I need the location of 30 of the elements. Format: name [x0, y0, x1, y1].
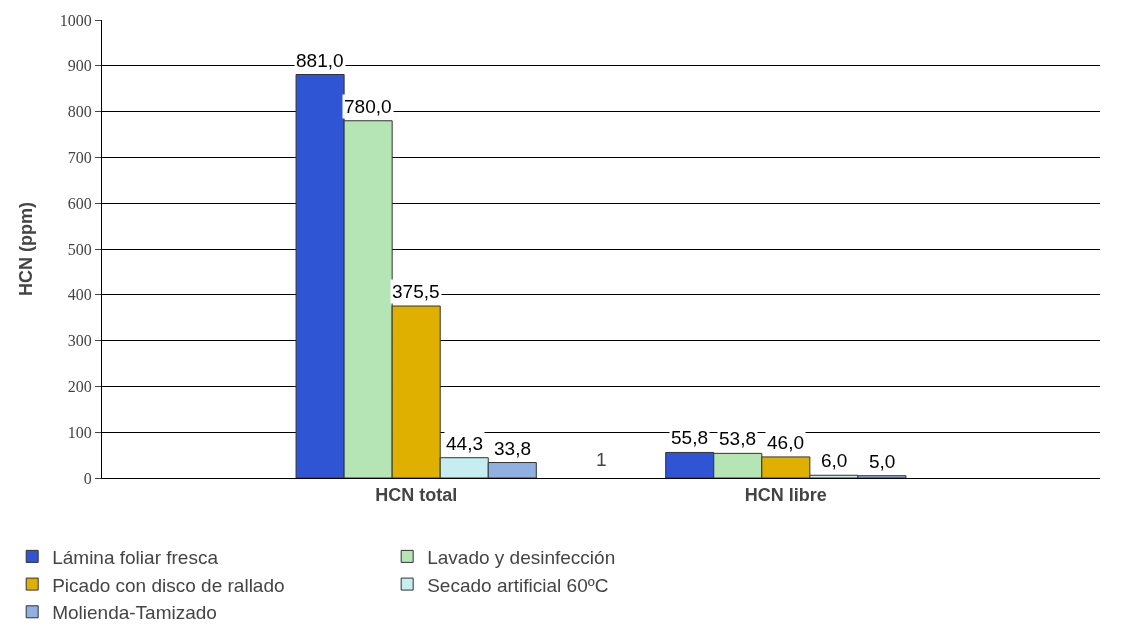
y-tick-label: 400	[67, 286, 92, 304]
data-label: 44,3	[446, 433, 483, 454]
y-tick-label: 600	[67, 194, 92, 212]
y-tick-label: 1000	[59, 11, 92, 29]
data-label: 55,8	[671, 427, 708, 448]
legend-label: Molienda-Tamizado	[52, 602, 217, 624]
y-tick-label: 500	[67, 240, 92, 258]
y-tick-label: 200	[67, 378, 92, 395]
data-label: 46,0	[767, 432, 804, 453]
data-label: 5,0	[869, 451, 896, 472]
x-tick-label: HCN libre	[744, 484, 827, 505]
legend-label: Lámina foliar fresca	[52, 546, 219, 568]
annotation: 1	[596, 449, 607, 470]
x-tick-label: HCN total	[375, 484, 458, 505]
data-label: 881,0	[296, 50, 344, 71]
y-tick-label: 0	[83, 469, 92, 487]
y-tick-label: 100	[67, 423, 92, 441]
data-label: 375,5	[392, 281, 440, 302]
y-tick-label: 300	[67, 332, 92, 350]
legend-label: Picado con disco de rallado	[52, 574, 285, 596]
data-label: 33,8	[494, 438, 531, 459]
legend-label: Lavado y desinfección	[427, 546, 616, 568]
data-label: 780,0	[344, 96, 392, 117]
data-label: 53,8	[719, 428, 756, 449]
data-label: 6,0	[821, 450, 848, 471]
y-axis-title: HCN (ppm)	[16, 202, 36, 296]
y-tick-label: 800	[67, 103, 92, 121]
y-tick-label: 900	[67, 57, 92, 75]
y-tick-label: 700	[67, 149, 92, 166]
legend-label: Secado artificial 60ºC	[427, 574, 609, 596]
